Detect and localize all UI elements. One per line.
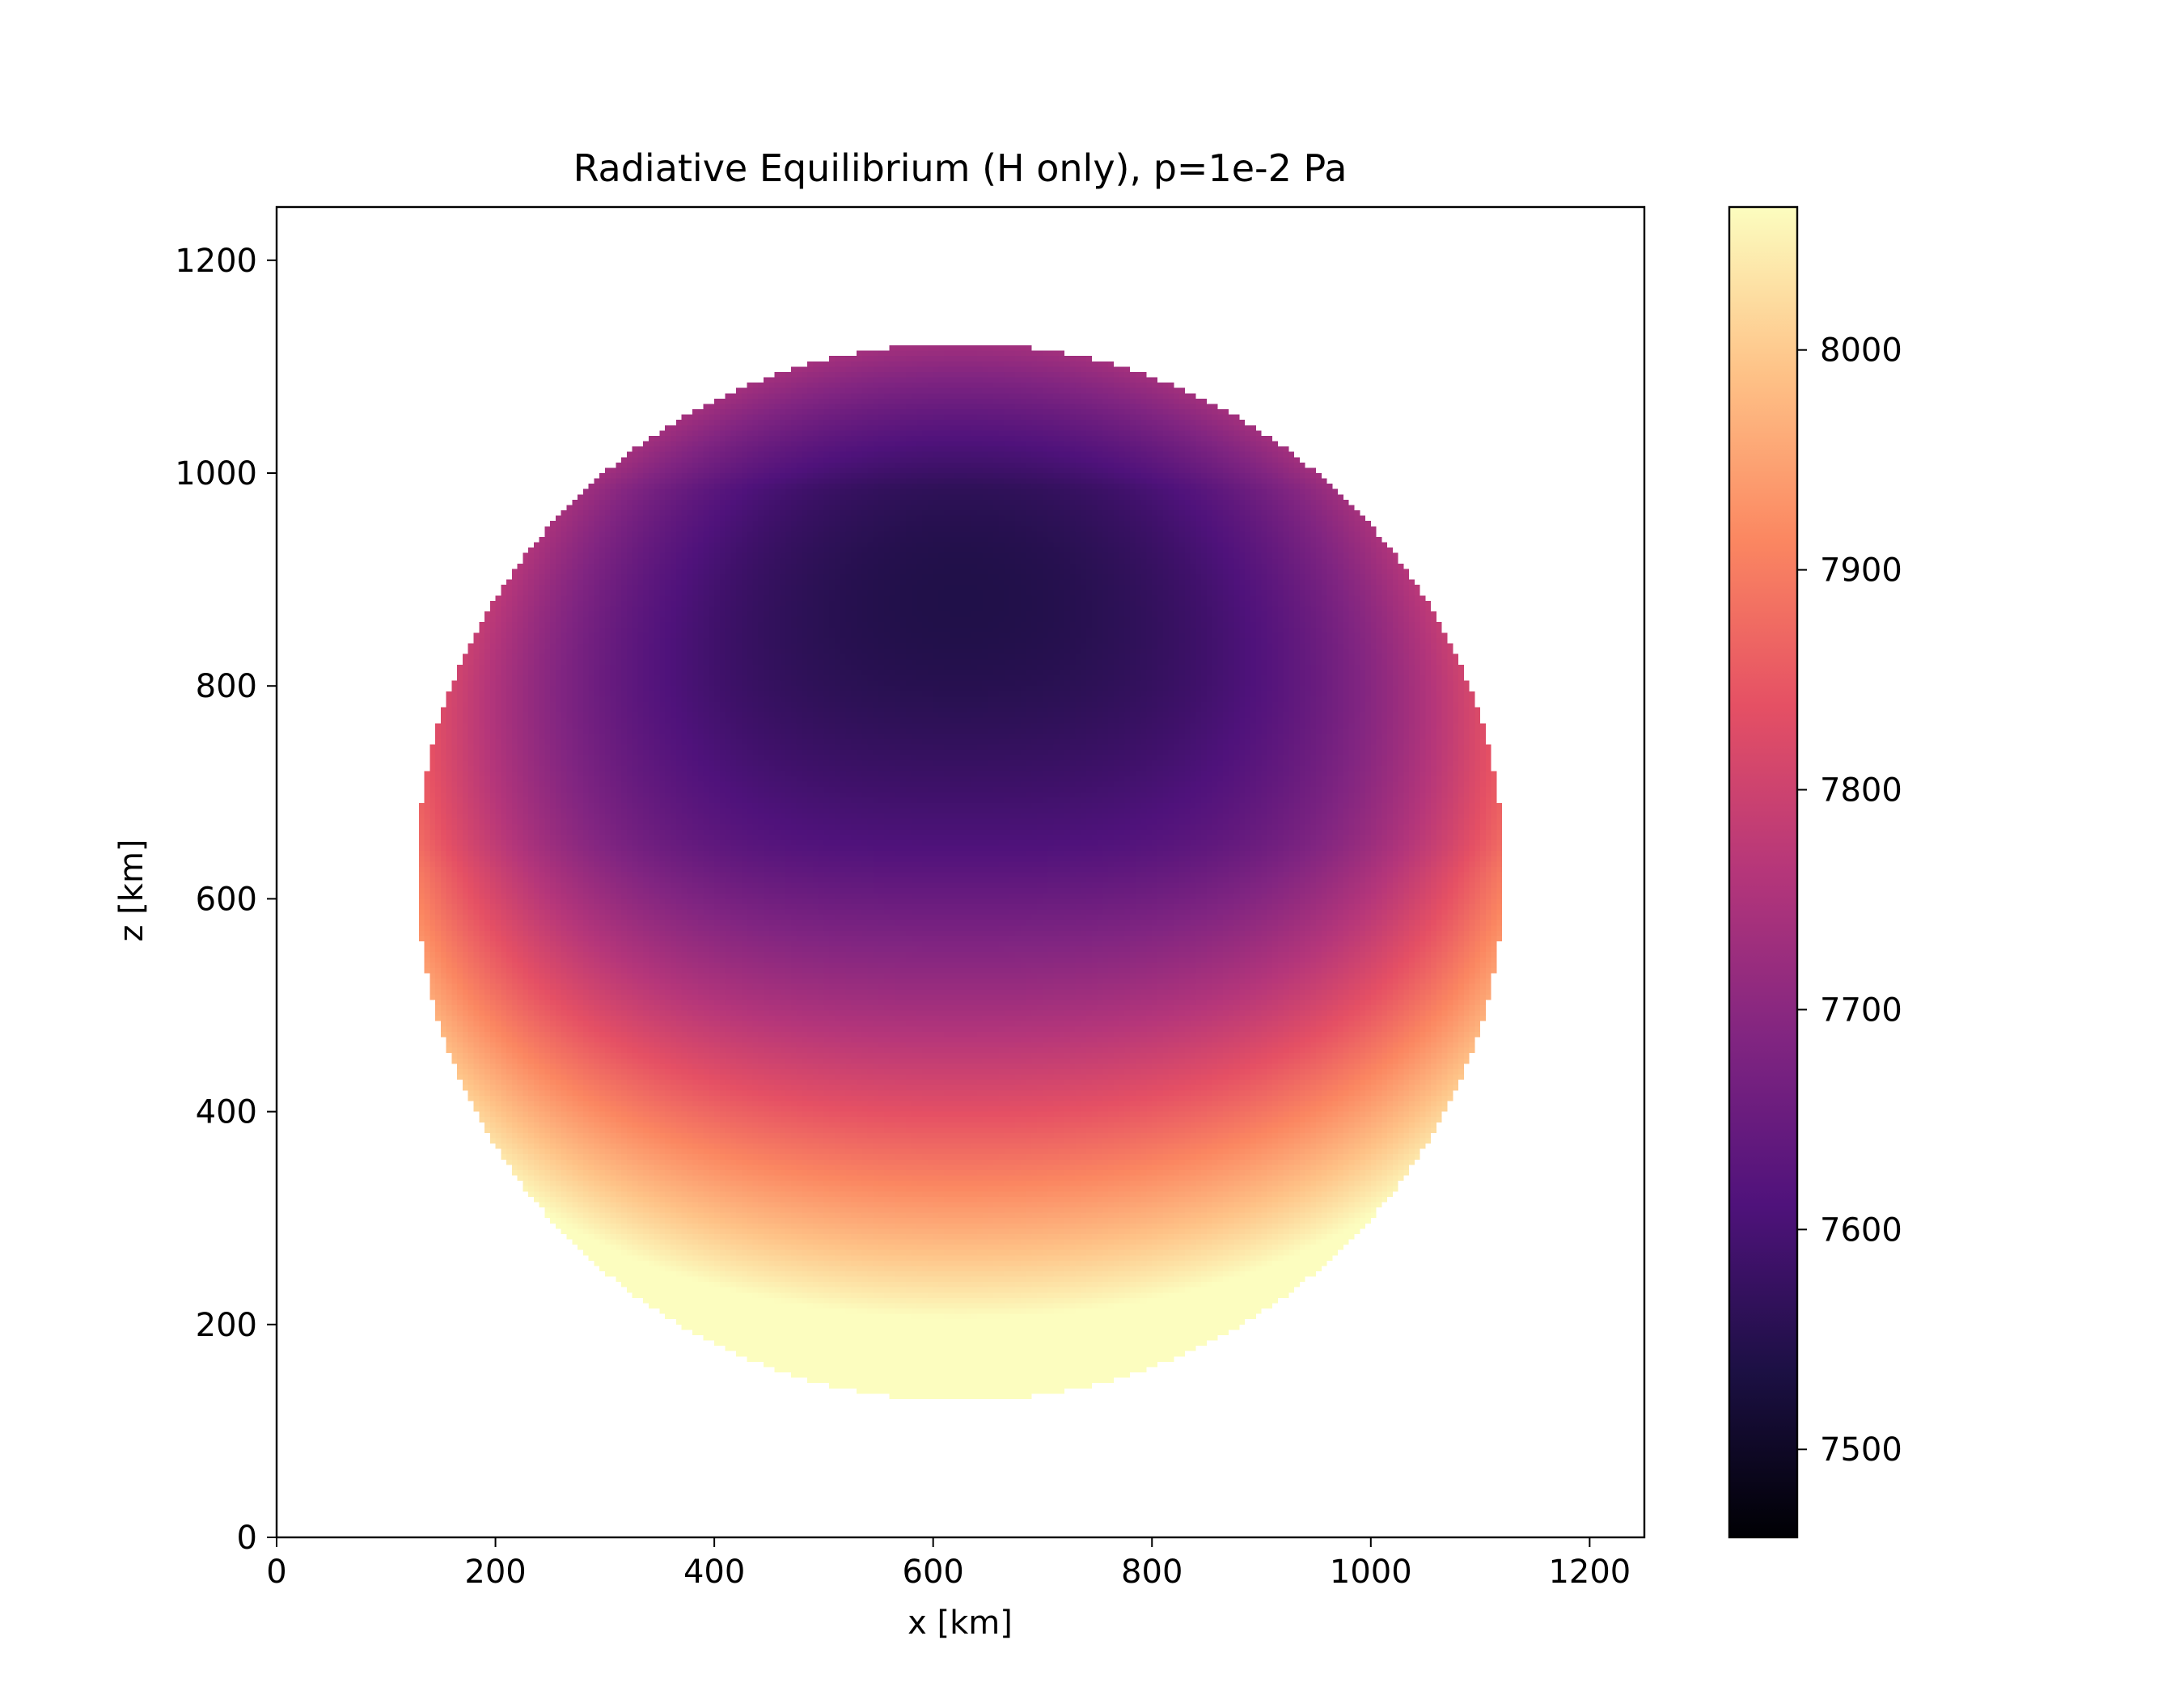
x-tick-label: 800 bbox=[1121, 1554, 1183, 1591]
x-axis-label: x [km] bbox=[908, 1604, 1013, 1642]
x-tick-label: 400 bbox=[683, 1554, 745, 1591]
plot-frame bbox=[275, 205, 1646, 1539]
x-tick-label: 600 bbox=[903, 1554, 964, 1591]
x-axis: 0 200 400 600 800 1000 1200 bbox=[266, 1537, 1631, 1591]
colorbar-tick-label: 7500 bbox=[1820, 1431, 1902, 1469]
x-tick-label: 1000 bbox=[1330, 1554, 1412, 1591]
y-tick-label: 800 bbox=[196, 668, 257, 705]
chart-title: Radiative Equilibrium (H only), p=1e-2 P… bbox=[573, 146, 1348, 190]
y-tick-label: 0 bbox=[237, 1520, 257, 1557]
x-tick-label: 200 bbox=[464, 1554, 526, 1591]
colorbar-frame bbox=[1728, 205, 1799, 1539]
colorbar-tick-label: 7900 bbox=[1820, 552, 1902, 590]
y-tick-label: 200 bbox=[196, 1307, 257, 1344]
colorbar-tick-label: 7600 bbox=[1820, 1211, 1902, 1249]
y-tick-label: 1000 bbox=[175, 455, 257, 493]
y-axis: 0 200 400 600 800 1000 1200 bbox=[175, 243, 277, 1557]
colorbar-tick-label: 7700 bbox=[1820, 991, 1902, 1029]
colorbar-tick-label: 8000 bbox=[1820, 332, 1902, 370]
y-tick-label: 1200 bbox=[175, 243, 257, 280]
colorbar-gradient bbox=[1729, 207, 1797, 1537]
plot-area bbox=[275, 205, 1646, 1539]
colorbar-tick-label: 7800 bbox=[1820, 772, 1902, 810]
y-tick-label: 600 bbox=[196, 881, 257, 918]
colorbar: 7500 7600 7700 7800 7900 8000 bbox=[1728, 205, 1902, 1539]
colorbar-ticks: 7500 7600 7700 7800 7900 8000 bbox=[1797, 332, 1902, 1469]
y-tick-label: 400 bbox=[196, 1094, 257, 1131]
x-tick-label: 0 bbox=[266, 1554, 286, 1591]
heatmap-image bbox=[277, 207, 1644, 1537]
x-tick-label: 1200 bbox=[1548, 1554, 1631, 1591]
y-axis-label: z [km] bbox=[113, 839, 150, 941]
